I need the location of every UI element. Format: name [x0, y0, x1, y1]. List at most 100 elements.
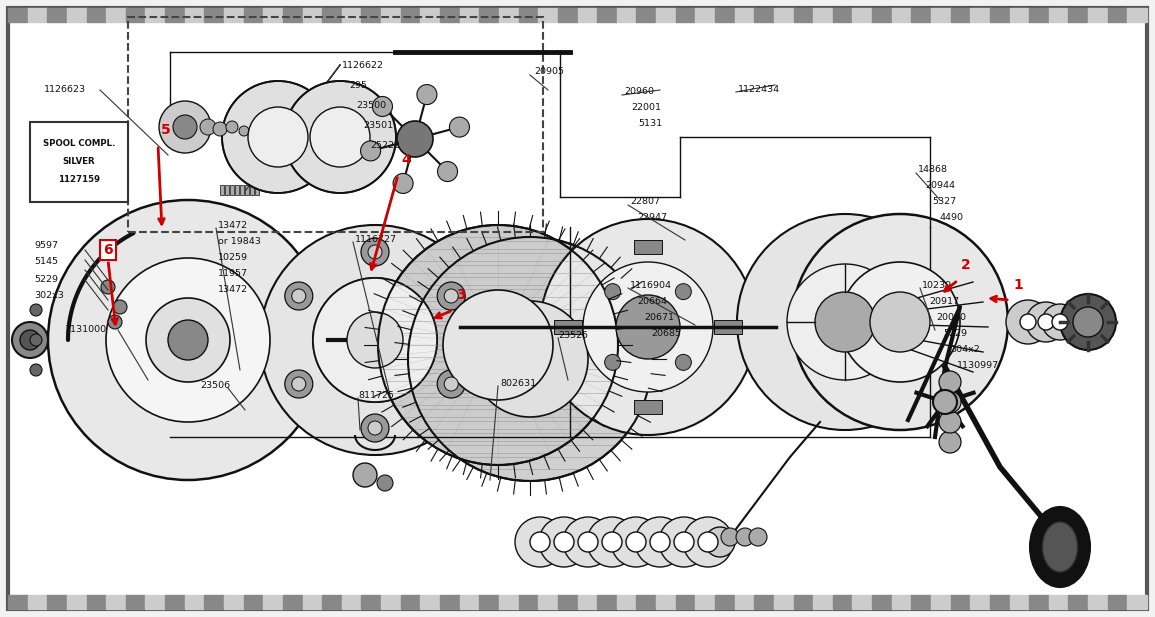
Circle shape — [1020, 314, 1036, 330]
Bar — [676, 595, 695, 609]
Circle shape — [616, 295, 680, 359]
Bar — [230, 185, 234, 195]
Bar — [538, 8, 558, 22]
Text: SPOOL COMPL.: SPOOL COMPL. — [43, 139, 116, 149]
Circle shape — [870, 292, 930, 352]
Circle shape — [322, 119, 358, 155]
Circle shape — [408, 237, 653, 481]
Bar — [911, 595, 931, 609]
Circle shape — [445, 377, 459, 391]
Circle shape — [313, 278, 437, 402]
Bar — [499, 8, 519, 22]
Bar — [219, 185, 224, 195]
Circle shape — [100, 280, 116, 294]
Text: 20685: 20685 — [651, 329, 681, 339]
Circle shape — [30, 364, 42, 376]
Circle shape — [583, 262, 713, 392]
Circle shape — [213, 122, 228, 136]
Text: 20944: 20944 — [925, 181, 955, 191]
Bar — [578, 595, 597, 609]
Circle shape — [368, 245, 382, 259]
Text: 1127159: 1127159 — [58, 175, 100, 184]
Bar — [87, 595, 106, 609]
Text: 302x3: 302x3 — [33, 291, 64, 300]
Circle shape — [200, 119, 216, 135]
Bar — [636, 8, 656, 22]
Text: 10259: 10259 — [218, 252, 248, 262]
Text: 22947: 22947 — [638, 213, 666, 223]
Text: SILVER: SILVER — [62, 157, 96, 167]
Circle shape — [562, 517, 613, 567]
Bar — [244, 595, 263, 609]
Bar — [47, 8, 67, 22]
Bar — [322, 595, 342, 609]
Bar — [240, 185, 244, 195]
Text: 5145: 5145 — [33, 257, 58, 267]
Bar — [872, 595, 892, 609]
Bar — [255, 185, 259, 195]
Circle shape — [292, 377, 306, 391]
Bar — [146, 595, 165, 609]
Bar — [951, 8, 970, 22]
Bar — [1088, 595, 1108, 609]
Circle shape — [346, 312, 403, 368]
Circle shape — [748, 528, 767, 546]
Circle shape — [113, 300, 127, 314]
Circle shape — [362, 238, 389, 266]
Text: 5: 5 — [162, 123, 171, 137]
Bar — [479, 8, 499, 22]
Bar — [420, 595, 440, 609]
Bar — [1068, 8, 1088, 22]
Bar — [990, 8, 1009, 22]
Circle shape — [30, 334, 42, 346]
Bar — [714, 320, 742, 334]
Circle shape — [721, 528, 739, 546]
Bar — [892, 8, 911, 22]
Bar — [634, 400, 662, 414]
Text: 3: 3 — [456, 288, 465, 302]
Text: 23525: 23525 — [558, 331, 588, 341]
Bar — [656, 595, 676, 609]
Bar — [695, 595, 715, 609]
Bar — [440, 8, 460, 22]
Circle shape — [159, 101, 211, 153]
Circle shape — [939, 431, 961, 453]
Circle shape — [676, 354, 692, 370]
Circle shape — [792, 214, 1008, 430]
Circle shape — [626, 532, 646, 552]
Circle shape — [372, 96, 393, 117]
Text: 1130997: 1130997 — [957, 362, 999, 370]
Bar — [774, 8, 793, 22]
Bar — [597, 595, 617, 609]
Bar — [499, 595, 519, 609]
Bar — [735, 595, 754, 609]
Bar — [28, 595, 47, 609]
Text: 1126622: 1126622 — [342, 60, 383, 70]
Text: 23500: 23500 — [356, 101, 386, 109]
Bar — [204, 8, 224, 22]
Bar — [793, 595, 813, 609]
Circle shape — [870, 292, 930, 352]
Ellipse shape — [1043, 522, 1078, 572]
Text: 20917: 20917 — [929, 297, 959, 307]
Bar — [244, 8, 263, 22]
Bar — [204, 595, 224, 609]
Bar — [146, 8, 165, 22]
Circle shape — [222, 81, 334, 193]
Bar — [165, 595, 185, 609]
Text: 25222: 25222 — [370, 141, 400, 149]
Text: 1126623: 1126623 — [44, 86, 87, 94]
Circle shape — [602, 532, 623, 552]
Bar — [401, 8, 420, 22]
Text: 802631: 802631 — [500, 379, 536, 389]
Circle shape — [605, 354, 620, 370]
Circle shape — [30, 304, 42, 316]
Circle shape — [20, 330, 40, 350]
Circle shape — [650, 532, 670, 552]
Text: 5229: 5229 — [33, 275, 58, 283]
Bar — [1049, 8, 1068, 22]
Circle shape — [676, 284, 692, 300]
Circle shape — [1042, 304, 1078, 340]
Circle shape — [683, 517, 733, 567]
Bar — [872, 8, 892, 22]
